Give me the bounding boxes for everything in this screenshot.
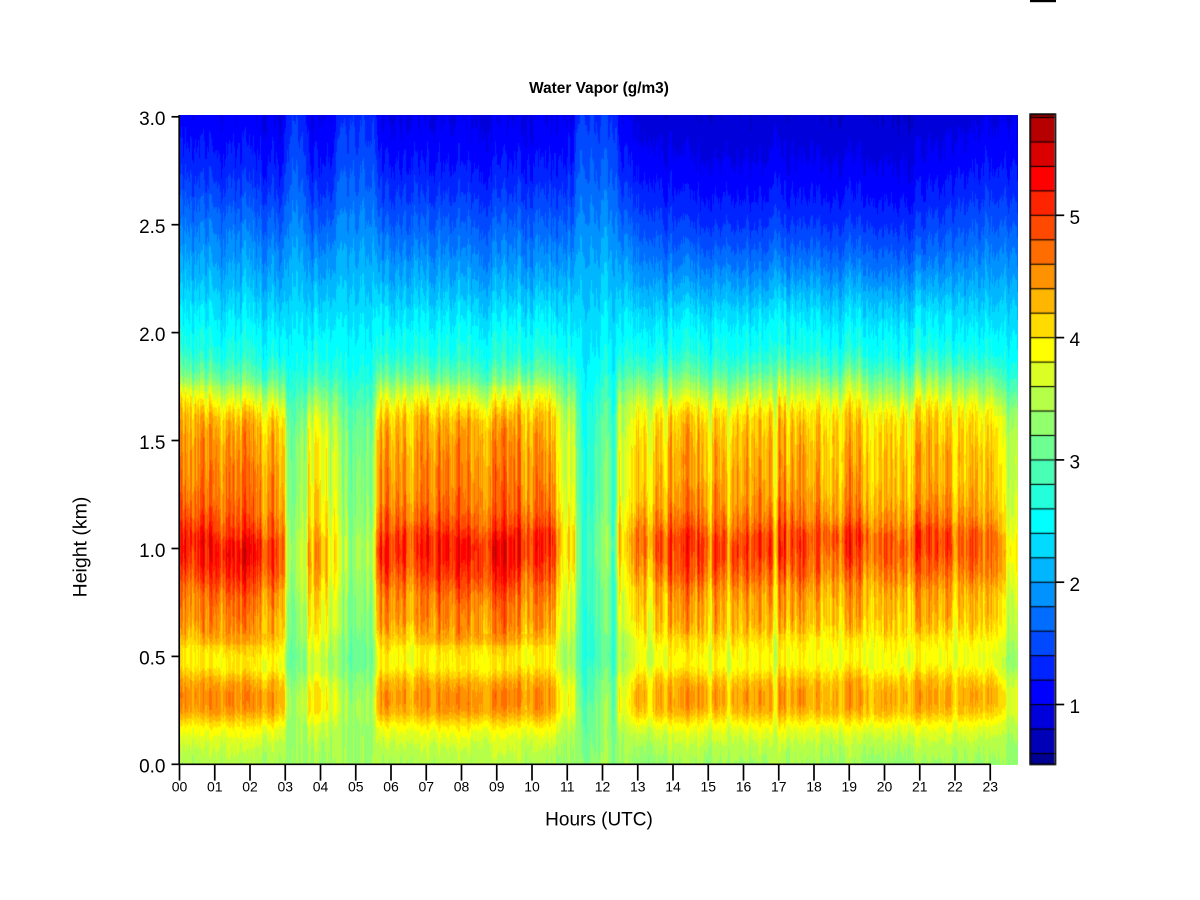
svg-text:17: 17 xyxy=(771,779,787,795)
svg-text:4: 4 xyxy=(1070,330,1081,351)
svg-text:14: 14 xyxy=(665,779,681,795)
svg-text:0.0: 0.0 xyxy=(139,757,165,778)
svg-text:Height (km): Height (km) xyxy=(70,497,92,598)
svg-text:1.0: 1.0 xyxy=(139,541,165,562)
svg-text:01: 01 xyxy=(207,779,223,795)
svg-text:21: 21 xyxy=(912,779,928,795)
svg-text:18: 18 xyxy=(806,779,822,795)
svg-text:5: 5 xyxy=(1070,208,1081,229)
svg-text:04: 04 xyxy=(313,779,329,795)
svg-text:16: 16 xyxy=(736,779,752,795)
svg-text:3.0: 3.0 xyxy=(139,109,165,130)
svg-text:23: 23 xyxy=(982,779,998,795)
svg-text:12: 12 xyxy=(595,779,611,795)
svg-text:03: 03 xyxy=(277,779,293,795)
svg-text:1.5: 1.5 xyxy=(139,433,165,454)
svg-text:20: 20 xyxy=(877,779,893,795)
svg-text:0.5: 0.5 xyxy=(139,649,165,670)
svg-text:3: 3 xyxy=(1070,453,1081,474)
svg-text:2.0: 2.0 xyxy=(139,325,165,346)
svg-text:08: 08 xyxy=(454,779,470,795)
svg-text:Water Vapor (g/m3): Water Vapor (g/m3) xyxy=(529,80,669,97)
svg-text:Hours (UTC): Hours (UTC) xyxy=(545,810,653,831)
svg-text:00: 00 xyxy=(172,779,188,795)
svg-text:09: 09 xyxy=(489,779,505,795)
svg-text:19: 19 xyxy=(841,779,857,795)
svg-text:2: 2 xyxy=(1070,575,1081,596)
svg-text:2.5: 2.5 xyxy=(139,217,165,238)
svg-text:11: 11 xyxy=(560,779,575,795)
svg-text:1: 1 xyxy=(1070,697,1081,718)
svg-text:10: 10 xyxy=(524,779,540,795)
svg-text:05: 05 xyxy=(348,779,364,795)
svg-text:15: 15 xyxy=(700,779,716,795)
svg-text:06: 06 xyxy=(383,779,399,795)
svg-text:02: 02 xyxy=(242,779,258,795)
svg-text:13: 13 xyxy=(630,779,646,795)
svg-text:22: 22 xyxy=(947,779,963,795)
svg-text:07: 07 xyxy=(418,779,434,795)
